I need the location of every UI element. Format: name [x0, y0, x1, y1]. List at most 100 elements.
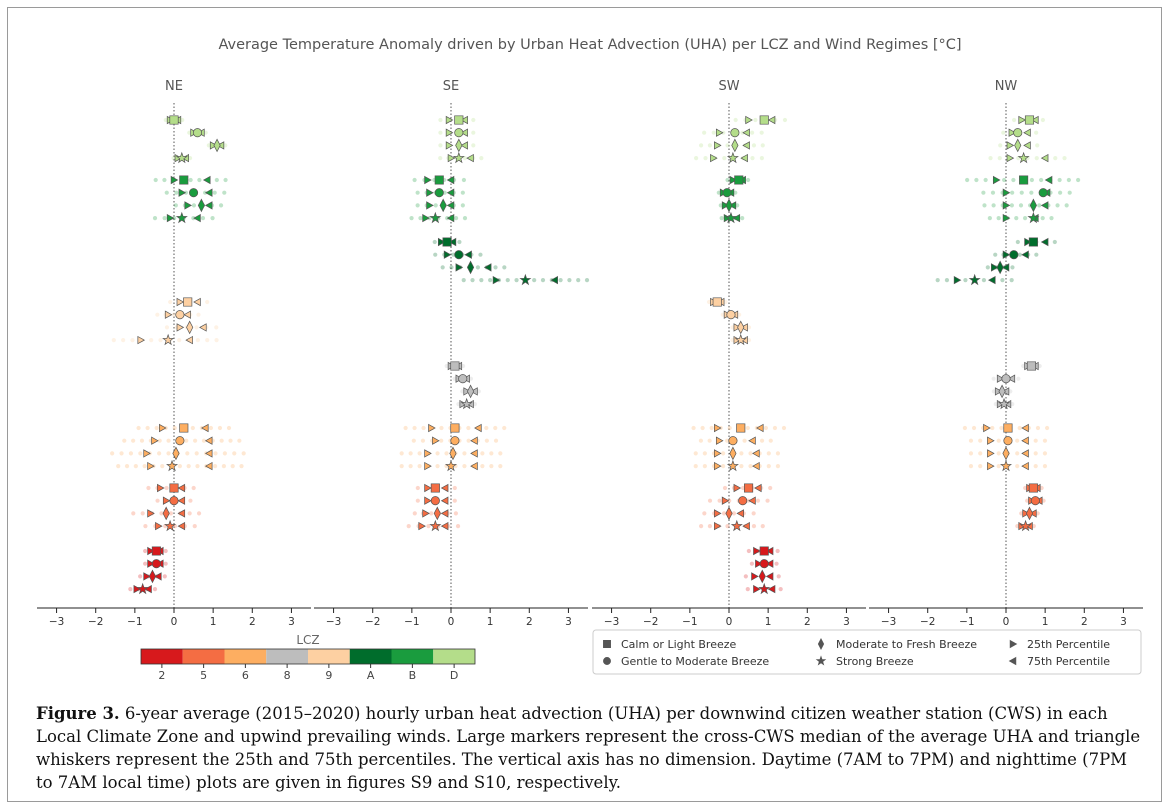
- p25-marker: [428, 423, 436, 433]
- station-dot: [1041, 498, 1046, 503]
- legend-label: Strong Breeze: [836, 655, 914, 668]
- station-dot: [493, 265, 498, 270]
- p25-marker: [422, 213, 430, 223]
- median-marker: [455, 138, 463, 153]
- station-dot: [157, 438, 162, 443]
- station-dot: [222, 451, 227, 456]
- station-dot: [1019, 511, 1024, 516]
- station-dot: [999, 425, 1004, 431]
- p75-marker: [765, 572, 774, 581]
- p75-marker: [440, 509, 449, 518]
- station-dot: [998, 143, 1003, 148]
- legend-box: [592, 629, 1142, 675]
- station-dot: [1040, 216, 1045, 221]
- median-marker: [179, 423, 189, 433]
- p75-marker: [765, 546, 774, 556]
- x-tick-label: 0: [1003, 616, 1010, 628]
- station-dot: [184, 438, 189, 443]
- station-dot: [1015, 464, 1020, 469]
- median-marker: [759, 546, 769, 556]
- x-tick-label: −3: [326, 616, 341, 628]
- x-tick-label: −1: [127, 616, 142, 628]
- x-tick-label: 1: [1042, 616, 1049, 628]
- station-dot: [1042, 464, 1048, 469]
- station-dot: [991, 389, 996, 394]
- station-dot: [187, 130, 192, 135]
- median-marker: [736, 423, 746, 433]
- station-dot: [484, 425, 489, 431]
- station-dot: [706, 299, 712, 305]
- p75-marker: [1031, 115, 1039, 125]
- median-marker: [729, 446, 737, 461]
- station-dot: [1015, 524, 1020, 529]
- station-dot: [152, 216, 158, 221]
- station-dot: [213, 464, 218, 469]
- station-dot: [194, 325, 199, 330]
- p75-marker: [200, 423, 209, 433]
- station-dot: [415, 203, 420, 208]
- station-dot: [1033, 464, 1038, 469]
- p75-marker: [740, 153, 748, 163]
- p25-marker: [164, 310, 173, 319]
- colorbar-swatch-a: [349, 649, 392, 664]
- station-dot: [185, 451, 190, 456]
- p25-marker: [1024, 237, 1032, 247]
- station-dot: [449, 265, 454, 270]
- station-dot: [438, 117, 443, 123]
- station-dot: [978, 438, 983, 443]
- p75-marker: [728, 201, 737, 210]
- legend-marker-triangle-left: [1008, 656, 1017, 666]
- station-dot: [935, 278, 940, 283]
- station-dot: [206, 143, 211, 148]
- median-marker: [724, 211, 737, 224]
- station-dot: [462, 216, 468, 221]
- median-marker: [454, 250, 464, 260]
- station-dot: [778, 587, 783, 592]
- p75-marker: [446, 175, 455, 185]
- median-marker: [759, 115, 769, 125]
- station-dot: [186, 464, 191, 469]
- p75-marker: [1021, 436, 1029, 445]
- x-tick-label: 0: [448, 616, 455, 628]
- station-dot: [453, 216, 459, 221]
- p25-marker: [424, 175, 432, 185]
- station-dot: [962, 425, 968, 431]
- p25-marker: [447, 153, 456, 163]
- station-dot: [745, 177, 751, 183]
- p25-marker: [987, 436, 995, 445]
- median-marker: [430, 483, 440, 493]
- station-dot: [1035, 425, 1041, 431]
- median-marker: [1027, 211, 1040, 224]
- p75-marker: [1040, 153, 1049, 163]
- station-dot: [968, 464, 974, 469]
- station-dot: [432, 239, 437, 245]
- p25-marker: [755, 559, 763, 568]
- station-dot: [208, 425, 214, 431]
- colorbar-tick-label: D: [450, 669, 458, 682]
- station-dot: [163, 548, 168, 554]
- station-dot: [444, 363, 449, 369]
- station-dot: [399, 464, 404, 469]
- p75-marker: [440, 496, 449, 505]
- p75-marker: [193, 213, 201, 223]
- median-marker: [450, 361, 460, 371]
- station-dot: [1039, 485, 1044, 491]
- station-dot: [412, 511, 417, 516]
- station-dot: [1009, 278, 1014, 283]
- station-dot: [730, 325, 735, 330]
- station-dot: [993, 252, 998, 257]
- station-dot: [153, 177, 158, 183]
- station-dot: [1058, 190, 1063, 195]
- p25-marker: [996, 374, 1005, 383]
- p75-marker: [767, 115, 776, 125]
- station-dot: [188, 498, 193, 503]
- p25-marker: [424, 496, 432, 505]
- station-dot: [143, 524, 148, 529]
- station-dot: [453, 511, 458, 516]
- p25-marker: [170, 175, 179, 185]
- colorbar-tick-label: A: [367, 669, 375, 682]
- median-marker: [1013, 128, 1023, 138]
- station-dot: [472, 402, 477, 407]
- p75-marker: [483, 263, 492, 272]
- station-dot: [160, 464, 165, 469]
